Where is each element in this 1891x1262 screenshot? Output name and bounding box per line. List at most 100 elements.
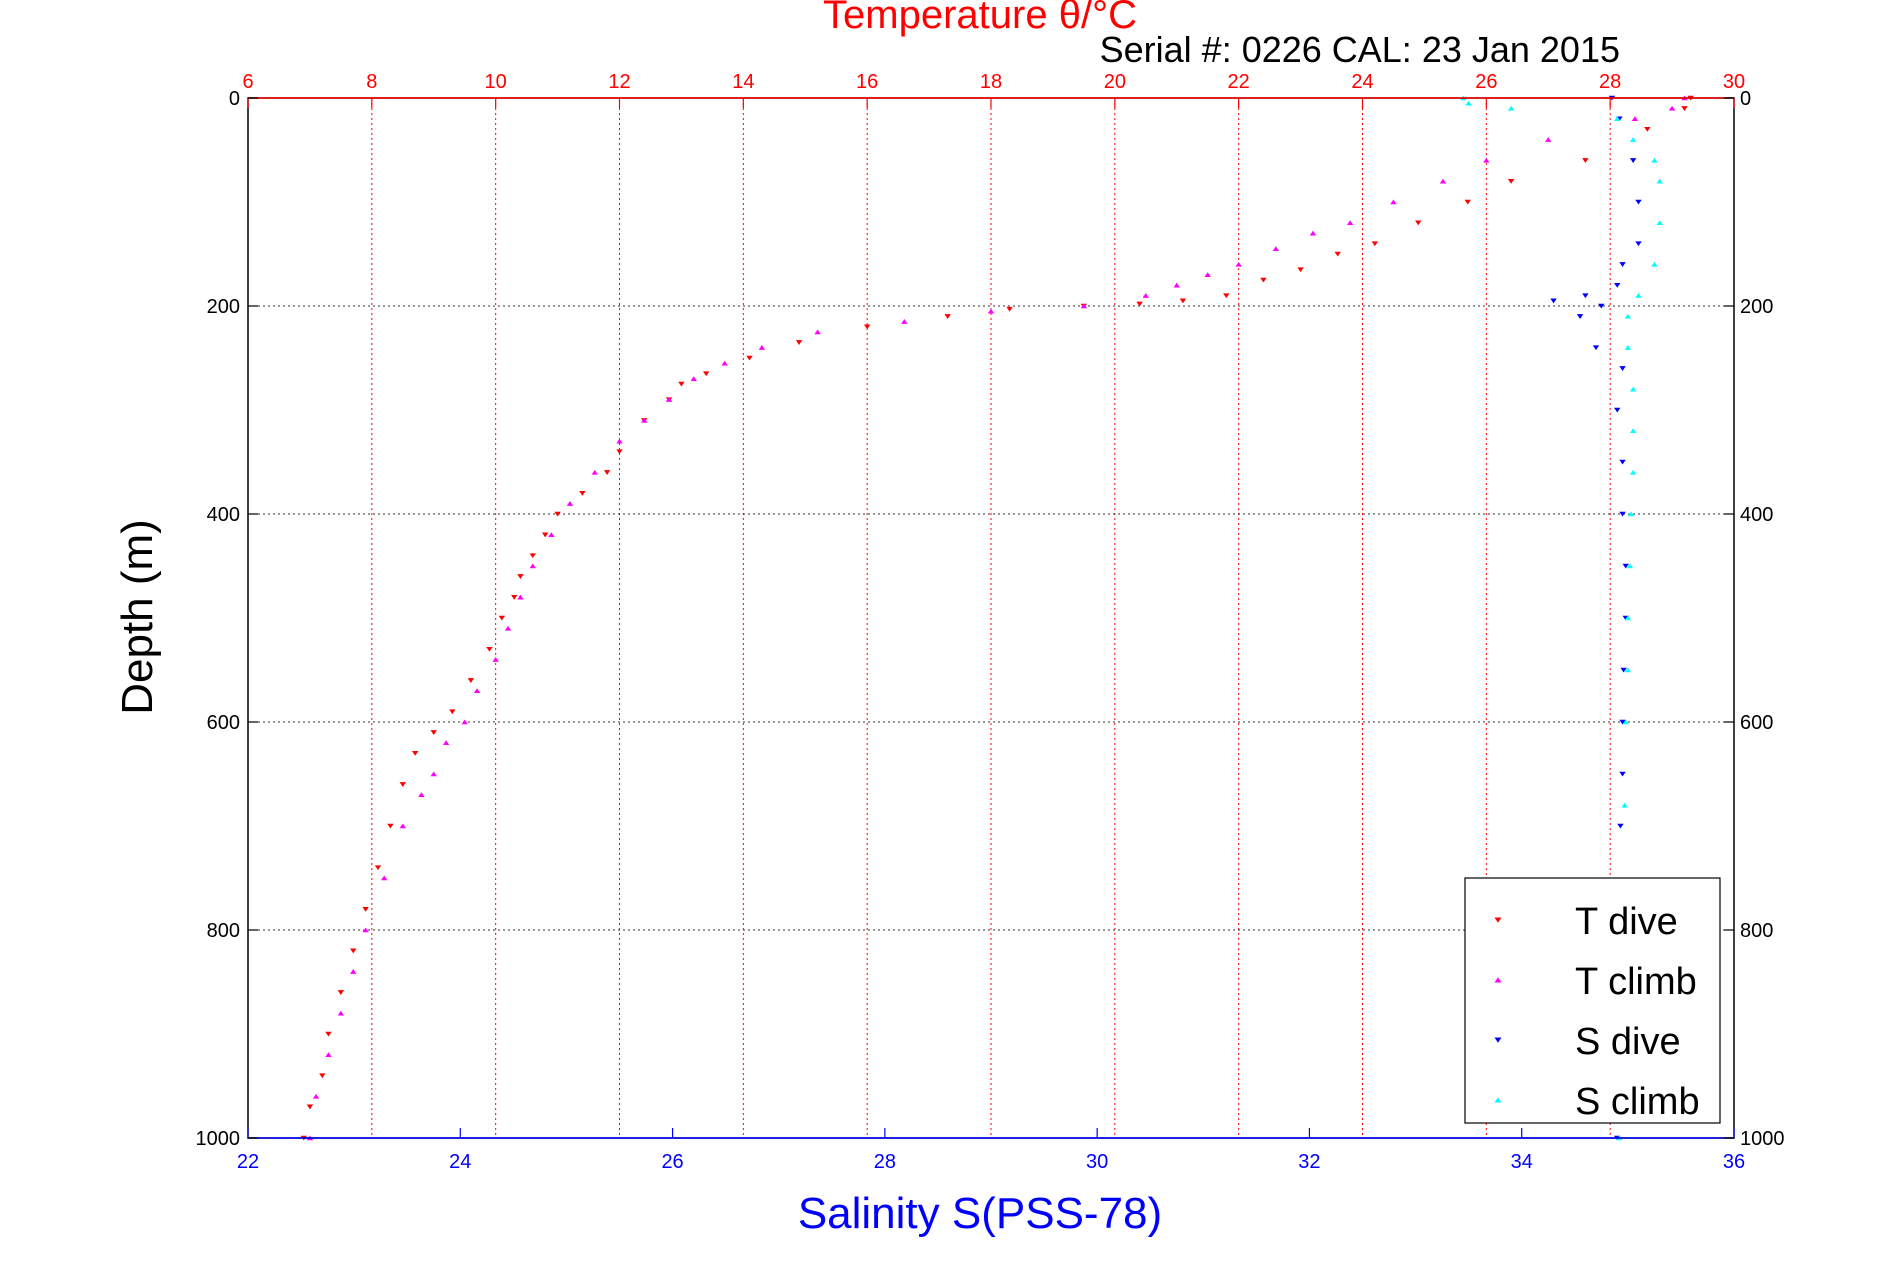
data-point-t_climb xyxy=(814,329,821,335)
data-point-s_climb xyxy=(1627,511,1635,517)
data-point-s_dive xyxy=(1550,298,1557,304)
depth-tick-label-right: 1000 xyxy=(1740,1128,1785,1150)
data-point-t_climb xyxy=(987,308,995,314)
data-point-t_dive xyxy=(1464,199,1471,205)
data-point-t_climb xyxy=(665,397,673,402)
data-point-t_climb xyxy=(616,438,623,444)
x-axis-label-salinity: Salinity S(PSS-78) xyxy=(798,1189,1162,1238)
data-point-t_climb xyxy=(1080,303,1088,309)
data-point-s_climb xyxy=(1621,802,1628,808)
data-point-t_climb xyxy=(566,501,574,506)
depth-tick-label-left: 600 xyxy=(207,712,240,734)
legend-marker-s_climb xyxy=(1494,1097,1502,1103)
legend-marker-t_dive xyxy=(1494,917,1502,923)
data-point-t_climb xyxy=(591,469,598,475)
data-point-s_climb xyxy=(1656,220,1663,226)
data-point-s_dive xyxy=(1617,823,1624,829)
data-point-s_dive xyxy=(1619,262,1626,267)
temperature-tick-label: 18 xyxy=(980,71,1002,93)
data-point-t_climb xyxy=(641,417,648,423)
legend-label-s_dive: S dive xyxy=(1575,1021,1681,1063)
depth-tick-label-left: 200 xyxy=(207,296,240,318)
depth-tick-label-right: 400 xyxy=(1740,504,1773,526)
depth-tick-label-left: 1000 xyxy=(196,1128,241,1150)
data-point-t_climb xyxy=(442,740,450,746)
data-point-t_dive xyxy=(746,355,753,361)
data-point-t_climb xyxy=(1390,199,1397,205)
data-point-s_climb xyxy=(1629,428,1637,434)
data-point-t_dive xyxy=(554,511,561,517)
data-point-s_dive xyxy=(1614,282,1621,288)
data-point-t_climb xyxy=(517,594,524,600)
data-point-s_climb xyxy=(1465,100,1472,106)
data-point-t_climb xyxy=(461,719,468,725)
data-point-s_climb xyxy=(1622,719,1629,725)
data-point-s_climb xyxy=(1651,261,1658,267)
data-point-s_dive xyxy=(1629,158,1637,163)
data-point-t_dive xyxy=(1223,293,1230,299)
data-point-t_climb xyxy=(473,688,481,694)
data-point-s_dive xyxy=(1619,511,1626,517)
data-point-t_dive xyxy=(1334,251,1341,257)
data-point-t_dive xyxy=(529,553,537,559)
legend-box xyxy=(1464,877,1721,1124)
data-point-s_climb xyxy=(1507,105,1515,111)
salinity-tick-label: 32 xyxy=(1298,1151,1320,1173)
data-point-t_climb xyxy=(381,875,388,881)
data-point-t_dive xyxy=(411,750,419,756)
salinity-tick-label: 30 xyxy=(1086,1151,1108,1173)
y-axis-label-depth: Depth (m) xyxy=(113,519,162,715)
data-point-t_climb xyxy=(1204,272,1211,278)
data-point-t_dive xyxy=(362,906,369,912)
data-point-t_dive xyxy=(795,340,803,345)
temperature-tick-label: 12 xyxy=(608,71,630,93)
data-point-s_dive xyxy=(1576,314,1584,319)
data-point-s_dive xyxy=(1622,563,1629,569)
temperature-tick-label: 10 xyxy=(485,71,507,93)
legend-marker-t_climb xyxy=(1494,977,1502,983)
data-point-s_dive xyxy=(1614,407,1621,413)
legend-label-t_dive: T dive xyxy=(1575,901,1678,943)
data-point-s_climb xyxy=(1629,469,1637,475)
data-point-t_dive xyxy=(511,594,518,600)
data-point-t_dive xyxy=(486,646,493,652)
data-point-s_dive xyxy=(1620,667,1627,673)
salinity-tick-label: 26 xyxy=(661,1151,683,1173)
data-point-t_climb xyxy=(901,319,908,324)
data-point-t_dive xyxy=(702,371,710,377)
data-point-t_dive xyxy=(430,730,437,735)
chart-title: Temperature θ/°C xyxy=(823,0,1137,37)
data-point-t_dive xyxy=(374,865,382,871)
salinity-tick-label: 22 xyxy=(237,1151,259,1173)
series-t_climb xyxy=(306,95,1688,1141)
data-point-t_climb xyxy=(312,1093,320,1099)
depth-tick-label-right: 0 xyxy=(1740,88,1751,110)
data-point-s_climb xyxy=(1651,157,1658,163)
data-point-s_climb xyxy=(1624,667,1632,673)
data-point-t_dive xyxy=(603,470,611,475)
data-point-t_dive xyxy=(863,324,871,330)
data-point-t_climb xyxy=(1545,137,1552,142)
legend-label-t_climb: T climb xyxy=(1575,961,1697,1003)
depth-tick-label-right: 600 xyxy=(1740,712,1773,734)
series-t_dive xyxy=(300,95,1694,1141)
data-point-t_dive xyxy=(1136,301,1143,307)
data-point-s_dive xyxy=(1635,199,1642,205)
salinity-tick-label: 28 xyxy=(874,1151,896,1173)
data-point-t_climb xyxy=(548,532,555,538)
temperature-tick-label: 16 xyxy=(856,71,878,93)
data-point-t_dive xyxy=(616,449,623,455)
temperature-tick-label: 30 xyxy=(1723,71,1745,93)
data-point-s_dive xyxy=(1598,303,1605,309)
data-point-t_dive xyxy=(517,574,524,579)
data-point-s_climb xyxy=(1624,345,1632,350)
data-point-t_climb xyxy=(1439,178,1447,184)
data-point-t_climb xyxy=(492,657,499,662)
legend-label-s_climb: S climb xyxy=(1575,1081,1700,1123)
data-point-s_climb xyxy=(1629,386,1637,392)
data-point-s_dive xyxy=(1619,719,1626,725)
data-point-t_climb xyxy=(1142,293,1149,298)
legend-marker-s_dive xyxy=(1494,1037,1502,1043)
depth-tick-label-right: 200 xyxy=(1740,296,1773,318)
data-point-s_dive xyxy=(1582,293,1589,299)
